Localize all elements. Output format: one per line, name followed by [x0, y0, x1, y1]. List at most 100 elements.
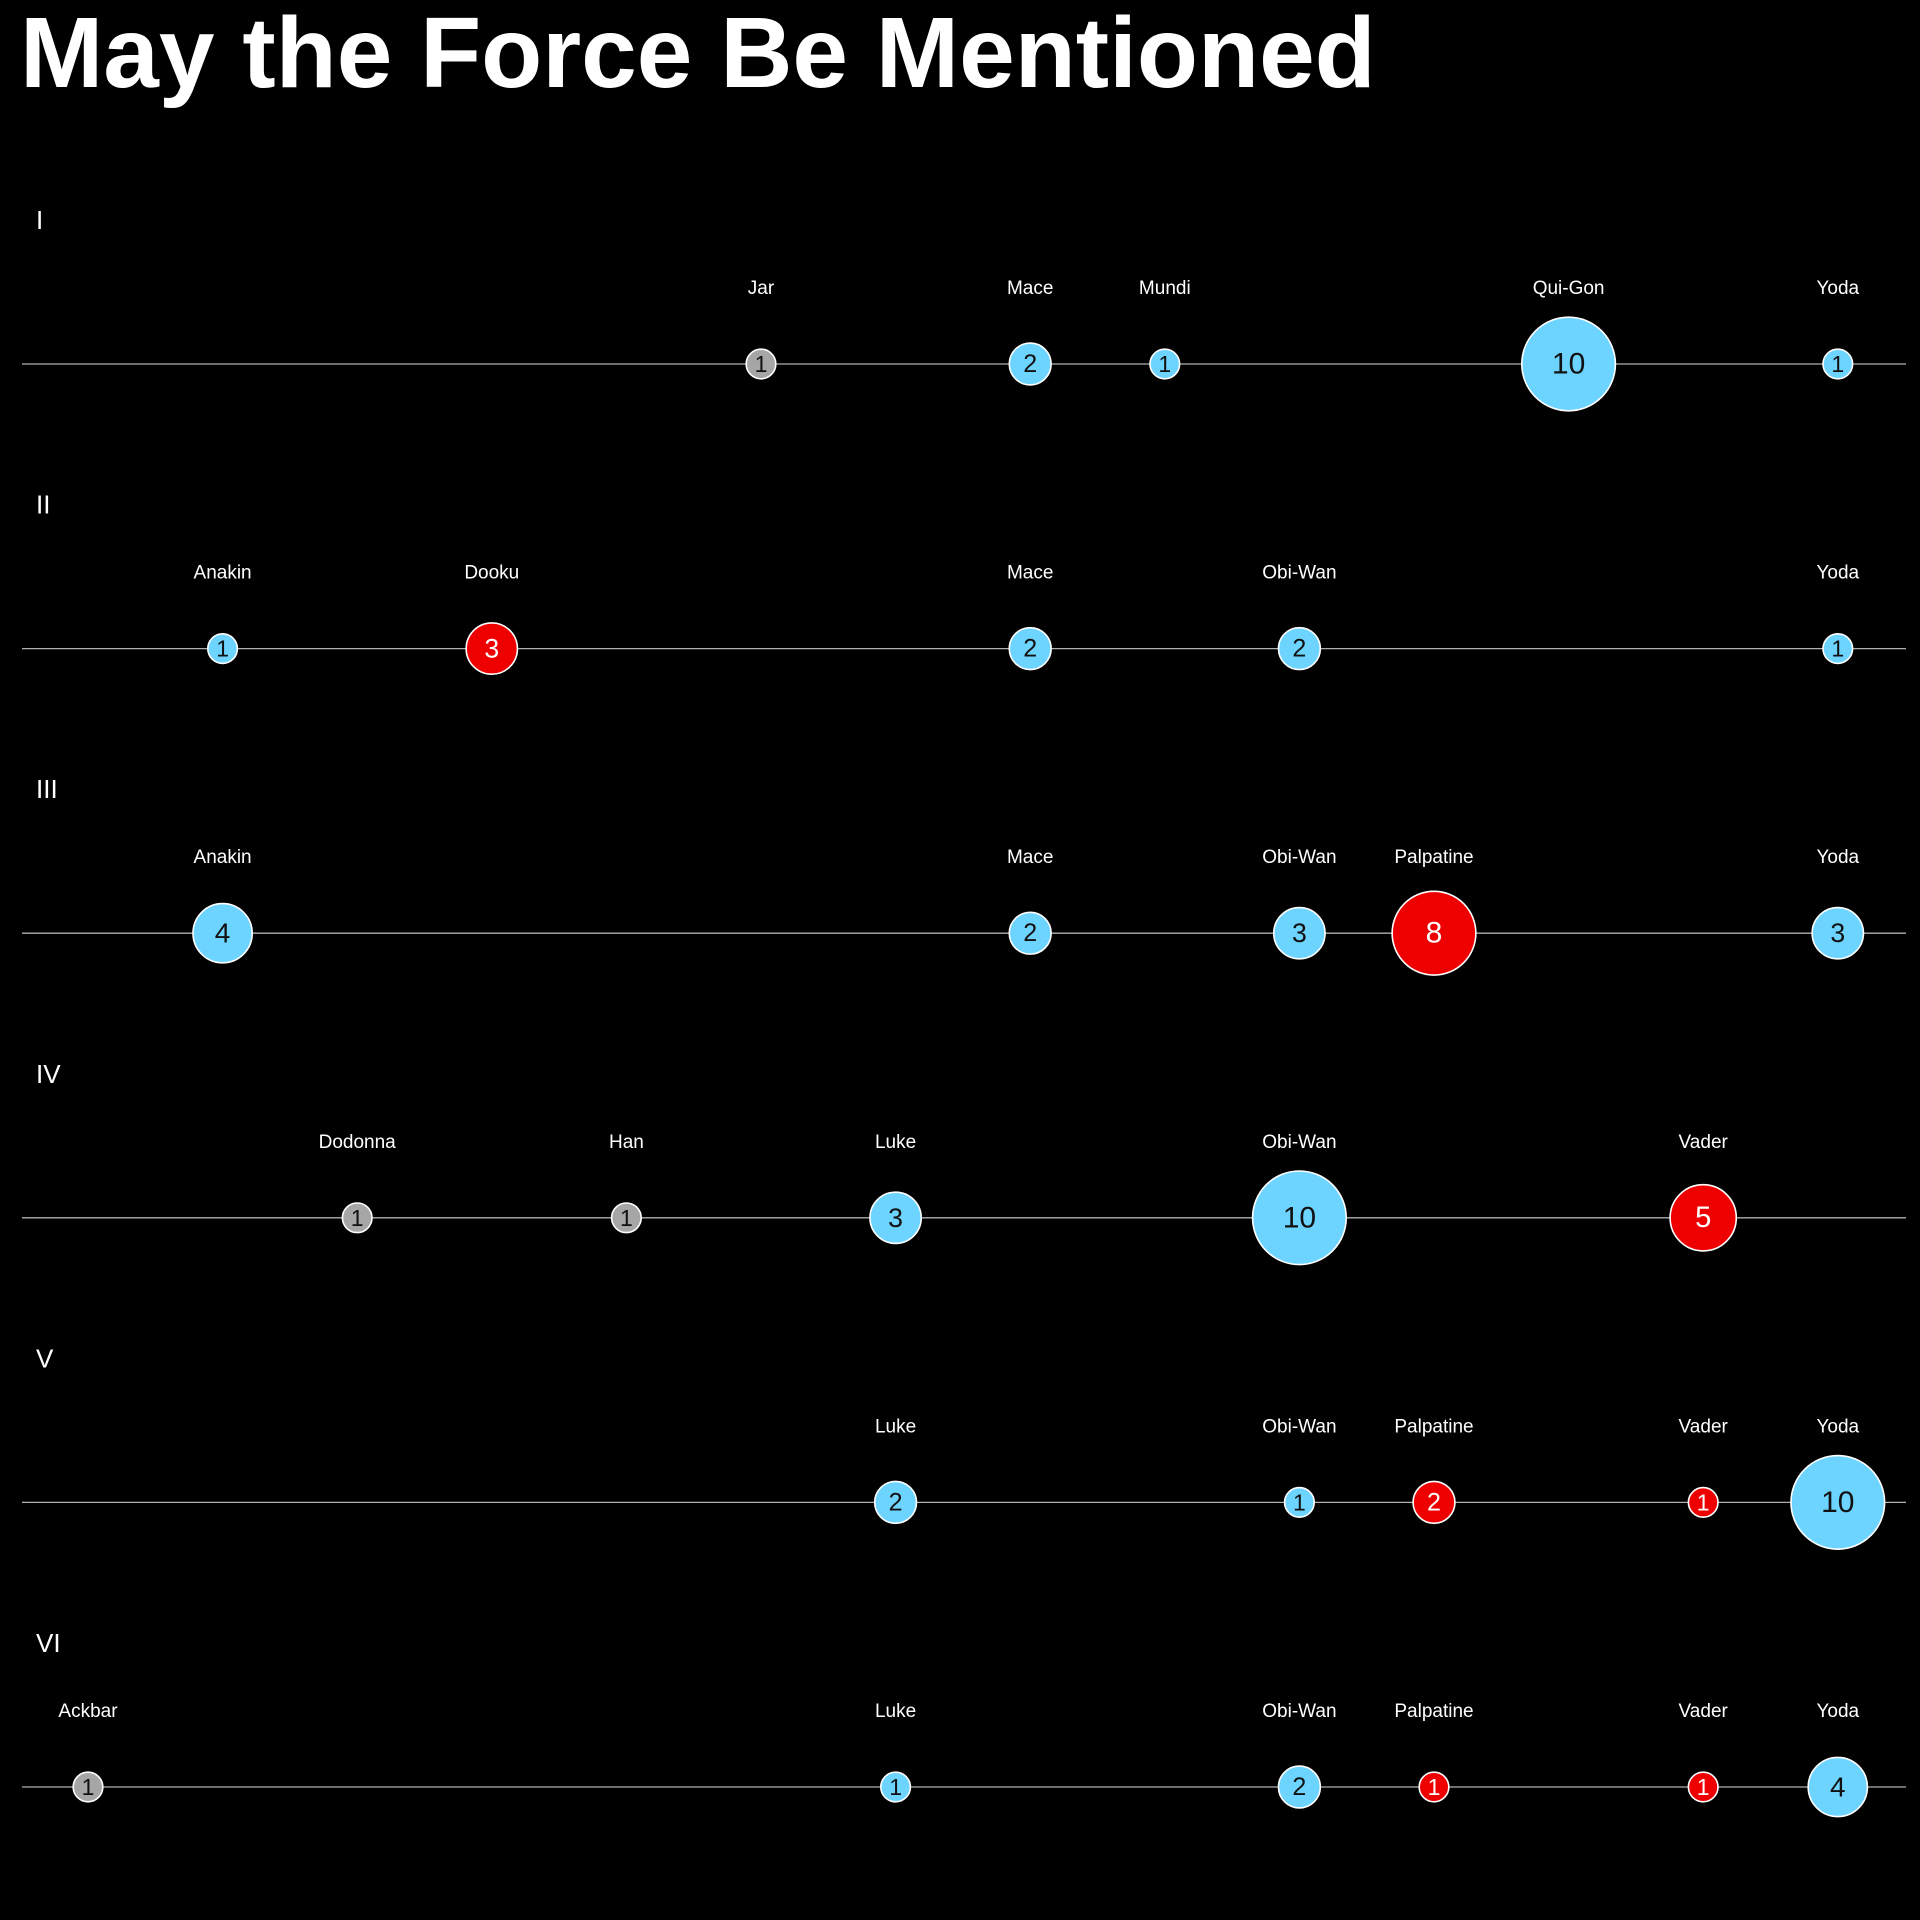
mention-count-label: 1 — [1293, 1489, 1306, 1515]
character-name-label: Mundi — [1139, 278, 1191, 299]
chart-title: May the Force Be Mentioned — [20, 0, 1376, 109]
character-name-label: Palpatine — [1394, 1416, 1473, 1437]
episode-row-i: I Jar 1 Mace 2 Mundi 1 Qui-Gon 10 Yoda 1 — [22, 205, 1906, 412]
episode-label: IV — [36, 1059, 61, 1089]
character-name-label: Palpatine — [1394, 847, 1473, 868]
mention-count-label: 4 — [215, 918, 231, 949]
mention-bubble-palpatine — [1418, 1771, 1450, 1803]
mention-count-label: 3 — [484, 634, 499, 664]
mention-bubble-obi-wan — [1283, 1486, 1315, 1518]
mention-bubble-obi-wan — [1277, 626, 1322, 671]
mention-bubble-mundi — [1149, 348, 1181, 380]
mention-bubble-ackbar — [72, 1771, 104, 1803]
mention-bubble-yoda — [1807, 1756, 1869, 1818]
character-name-label: Vader — [1679, 1416, 1729, 1437]
mention-bubble-jar — [745, 348, 777, 380]
mention-count-label: 2 — [1023, 919, 1037, 947]
mention-count-label: 4 — [1830, 1772, 1846, 1803]
character-name-label: Yoda — [1816, 1416, 1859, 1437]
mention-bubble-obi-wan — [1277, 1765, 1322, 1809]
mention-count-label: 1 — [1158, 351, 1171, 377]
mention-count-label: 1 — [82, 1774, 95, 1800]
character-name-label: Jar — [748, 278, 775, 299]
mention-count-label: 8 — [1426, 917, 1443, 950]
mention-count-label: 5 — [1695, 1202, 1711, 1234]
mention-count-label: 1 — [620, 1205, 633, 1231]
character-name-label: Obi-Wan — [1262, 847, 1336, 868]
mention-count-label: 2 — [1292, 1773, 1306, 1801]
character-name-label: Luke — [875, 1132, 916, 1153]
character-name-label: Obi-Wan — [1262, 1701, 1336, 1722]
mention-count-label: 3 — [1830, 918, 1845, 948]
mention-bubble-anakin — [192, 902, 254, 964]
mention-bubble-mace — [1008, 626, 1052, 671]
character-name-label: Obi-Wan — [1262, 1416, 1336, 1437]
character-name-label: Anakin — [194, 847, 252, 868]
character-name-label: Yoda — [1816, 1701, 1859, 1722]
mention-bubble-vader — [1687, 1771, 1719, 1803]
mention-count-label: 2 — [889, 1488, 903, 1516]
mention-bubble-mace — [1008, 342, 1052, 386]
mention-count-label: 1 — [216, 636, 229, 662]
mention-bubble-yoda — [1790, 1454, 1886, 1551]
mention-bubble-luke — [869, 1191, 923, 1245]
mention-bubble-dodonna — [341, 1202, 373, 1234]
character-name-label: Obi-Wan — [1262, 563, 1336, 584]
character-name-label: Han — [609, 1132, 644, 1153]
mention-bubble-luke — [873, 1480, 918, 1525]
mention-bubble-yoda — [1822, 632, 1854, 665]
character-name-label: Ackbar — [58, 1701, 118, 1722]
character-name-label: Yoda — [1816, 563, 1859, 584]
mention-bubble-han — [610, 1202, 643, 1234]
character-name-label: Luke — [875, 1416, 916, 1437]
character-name-label: Obi-Wan — [1262, 1132, 1336, 1153]
mention-count-label: 1 — [1697, 1774, 1710, 1800]
mention-bubble-obi-wan — [1251, 1170, 1348, 1266]
mention-bubble-vader — [1687, 1486, 1719, 1518]
mention-bubble-palpatine — [1412, 1480, 1456, 1525]
character-name-label: Dodonna — [319, 1132, 397, 1153]
episode-row-v: V Luke 2 Obi-Wan 1 Palpatine 2 Vader 1 Yoda 10 — [22, 1343, 1906, 1551]
mention-bubble-palpatine — [1391, 890, 1477, 976]
mention-count-label: 3 — [888, 1203, 903, 1233]
mention-count-label: 1 — [755, 351, 768, 377]
character-name-label: Mace — [1007, 847, 1053, 868]
mention-count-label: 1 — [1831, 636, 1844, 662]
character-name-label: Dooku — [464, 563, 519, 584]
episode-label: VI — [36, 1628, 61, 1658]
mention-count-label: 10 — [1283, 1201, 1316, 1234]
episode-label: III — [36, 774, 58, 804]
episode-row-iv: IV Dodonna 1 Han 1 Luke 3 Obi-Wan 10 Vader 5 — [22, 1059, 1906, 1266]
mention-bubble-anakin — [207, 632, 239, 665]
mention-bubble-mace — [1008, 911, 1052, 955]
character-name-label: Mace — [1007, 563, 1053, 584]
mention-bubble-yoda — [1822, 348, 1854, 380]
mention-bubble-vader — [1669, 1183, 1738, 1252]
episode-label: II — [36, 490, 50, 520]
mention-count-label: 10 — [1552, 348, 1585, 381]
mention-count-label: 2 — [1427, 1488, 1441, 1516]
character-name-label: Luke — [875, 1701, 916, 1722]
character-name-label: Qui-Gon — [1533, 278, 1605, 299]
character-name-label: Palpatine — [1394, 1701, 1473, 1722]
character-name-label: Yoda — [1816, 847, 1859, 868]
character-name-label: Mace — [1007, 278, 1053, 299]
character-name-label: Anakin — [194, 563, 252, 584]
character-name-label: Yoda — [1816, 278, 1859, 299]
mention-bubble-obi-wan — [1272, 906, 1326, 960]
mention-count-label: 1 — [1831, 351, 1844, 377]
mention-bubble-dooku — [465, 622, 519, 676]
episode-label: V — [36, 1343, 54, 1373]
mention-count-label: 1 — [889, 1774, 902, 1800]
mention-bubble-qui-gon — [1520, 316, 1617, 412]
mention-count-label: 10 — [1821, 1486, 1854, 1519]
mention-count-label: 3 — [1292, 918, 1307, 948]
episode-row-ii: II Anakin 1 Dooku 3 Mace 2 Obi-Wan 2 Yoda 1 — [22, 490, 1906, 676]
mention-count-label: 2 — [1292, 635, 1306, 663]
mention-bubble-luke — [879, 1771, 912, 1803]
mention-count-label: 2 — [1023, 635, 1037, 663]
mention-bubble-yoda — [1811, 906, 1865, 960]
episode-row-iii: III Anakin 4 Mace 2 Obi-Wan 3 Palpatine 8 Yoda 3 — [22, 774, 1906, 976]
episode-label: I — [36, 205, 43, 235]
